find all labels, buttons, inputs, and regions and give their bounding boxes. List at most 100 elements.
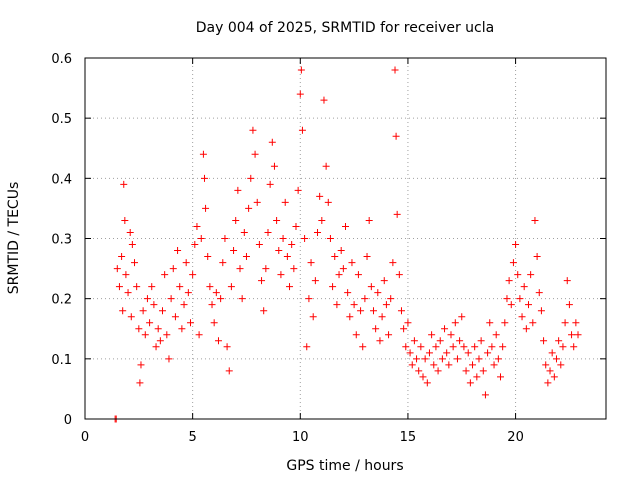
data-point <box>186 319 194 327</box>
data-point <box>421 355 429 363</box>
data-point <box>342 222 349 230</box>
data-point <box>121 216 129 224</box>
data-point <box>499 343 507 351</box>
data-point <box>555 337 563 345</box>
data-point <box>395 271 403 279</box>
data-point <box>387 295 395 303</box>
x-tick-label: 0 <box>81 430 89 445</box>
data-point <box>154 325 162 333</box>
data-point <box>413 355 421 363</box>
data-point <box>392 132 400 140</box>
data-point <box>292 222 300 230</box>
data-point <box>307 259 315 267</box>
data-point <box>359 343 367 351</box>
data-point <box>475 355 483 363</box>
data-point <box>550 373 558 381</box>
data-point <box>230 247 238 255</box>
data-point <box>247 174 255 182</box>
data-point <box>322 162 330 170</box>
data-point <box>118 253 126 261</box>
data-point <box>385 331 393 339</box>
data-point <box>522 325 530 333</box>
y-tick-label: 0.2 <box>51 293 72 308</box>
data-point <box>451 319 459 327</box>
data-point <box>552 355 560 363</box>
data-point <box>119 307 127 315</box>
data-point <box>176 283 184 291</box>
data-point <box>266 180 274 188</box>
data-point <box>333 301 341 309</box>
data-point <box>324 198 332 206</box>
data-point <box>255 241 263 249</box>
data-point <box>369 307 377 315</box>
data-point <box>232 216 240 224</box>
data-point <box>249 126 257 134</box>
data-point <box>430 361 438 369</box>
data-point <box>159 307 167 315</box>
data-point <box>225 367 233 375</box>
data-point <box>163 331 171 339</box>
y-tick-label: 0.3 <box>51 233 72 248</box>
data-point <box>527 271 535 279</box>
y-axis-label: SRMTID / TECUs <box>6 182 22 295</box>
data-point <box>438 355 446 363</box>
data-point <box>473 373 481 381</box>
data-point <box>314 228 322 236</box>
data-point <box>297 66 305 74</box>
data-point <box>193 222 201 230</box>
data-point <box>447 331 455 339</box>
data-point <box>531 216 539 224</box>
data-point <box>214 337 222 345</box>
data-point <box>477 337 485 345</box>
data-point <box>458 313 466 321</box>
data-point <box>490 361 498 369</box>
data-point <box>273 216 281 224</box>
data-point <box>460 343 468 351</box>
data-point <box>497 373 505 381</box>
y-tick-label: 0.6 <box>51 52 72 67</box>
data-point <box>286 283 294 291</box>
data-point <box>139 307 147 315</box>
data-point <box>363 253 371 261</box>
data-point <box>268 138 276 146</box>
x-tick-label: 15 <box>400 430 417 445</box>
data-point <box>227 283 235 291</box>
data-point <box>471 343 479 351</box>
data-point <box>357 307 365 315</box>
x-tick-label: 20 <box>507 430 524 445</box>
data-point <box>148 283 156 291</box>
data-point <box>423 379 431 387</box>
data-point <box>466 379 474 387</box>
data-point <box>507 301 515 309</box>
data-point <box>270 162 278 170</box>
data-point <box>376 337 384 345</box>
data-point <box>410 337 418 345</box>
data-point <box>245 204 253 212</box>
data-point <box>234 186 242 194</box>
data-point <box>378 313 386 321</box>
data-point <box>533 253 541 261</box>
data-point <box>346 313 354 321</box>
data-point <box>540 337 548 345</box>
data-point <box>240 228 248 236</box>
data-point <box>503 295 511 303</box>
data-point <box>572 319 580 327</box>
data-point <box>402 343 410 351</box>
data-point <box>479 367 487 375</box>
data-point <box>456 337 464 345</box>
data-point <box>136 379 144 387</box>
data-point <box>195 331 203 339</box>
data-points <box>111 66 582 423</box>
data-point <box>326 235 334 242</box>
data-point <box>122 271 130 279</box>
data-point <box>542 361 550 369</box>
data-point <box>146 319 154 327</box>
data-point <box>206 283 214 291</box>
data-point <box>258 277 266 285</box>
data-point <box>217 295 225 303</box>
data-point <box>374 289 382 297</box>
data-point <box>141 331 149 339</box>
data-point <box>260 307 268 315</box>
data-point <box>329 283 337 291</box>
